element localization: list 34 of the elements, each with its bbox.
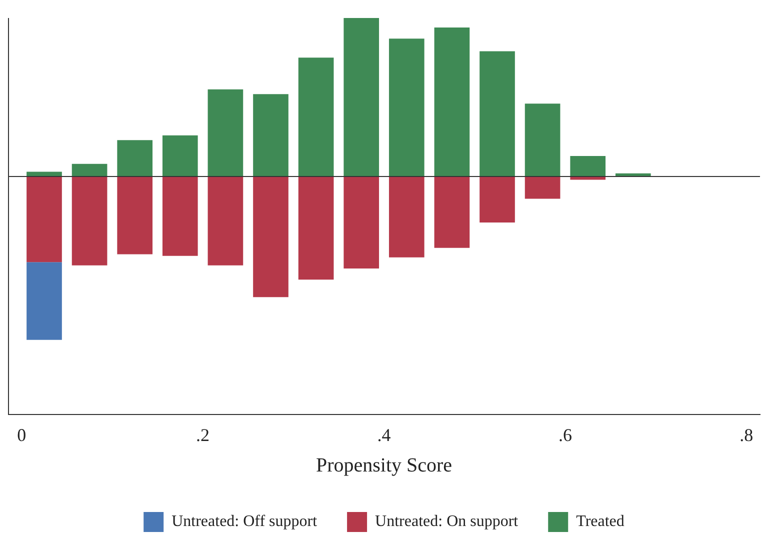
- bar: [570, 156, 606, 177]
- x-tick-label: 0: [17, 424, 26, 445]
- bar: [388, 176, 424, 258]
- bar: [26, 176, 62, 262]
- bar: [434, 28, 470, 177]
- bar: [253, 176, 288, 298]
- bar: [524, 176, 560, 199]
- bar: [480, 51, 515, 177]
- x-axis-title: Propensity Score: [316, 454, 452, 476]
- x-tick-label: .4: [377, 424, 391, 445]
- x-tick-label: .6: [558, 424, 572, 445]
- bar: [117, 176, 153, 254]
- x-tick-label: .2: [196, 424, 210, 445]
- legend-label: Untreated: On support: [375, 513, 519, 530]
- bar: [298, 176, 334, 280]
- bar: [72, 164, 108, 177]
- bar: [344, 176, 380, 269]
- bar: [480, 176, 515, 223]
- bar: [524, 104, 560, 177]
- bar: [298, 58, 334, 177]
- legend-label: Untreated: Off support: [172, 513, 318, 530]
- bar: [162, 176, 198, 256]
- bar: [117, 140, 153, 177]
- bar: [208, 176, 244, 266]
- legend-label: Treated: [576, 513, 624, 530]
- bar: [253, 94, 288, 177]
- bar: [434, 176, 470, 248]
- bar: [344, 18, 380, 177]
- x-tick-label: .8: [740, 424, 754, 445]
- bar: [26, 262, 62, 340]
- bar: [72, 176, 108, 266]
- bar: [388, 38, 424, 177]
- bar: [162, 135, 198, 177]
- bar: [208, 89, 244, 177]
